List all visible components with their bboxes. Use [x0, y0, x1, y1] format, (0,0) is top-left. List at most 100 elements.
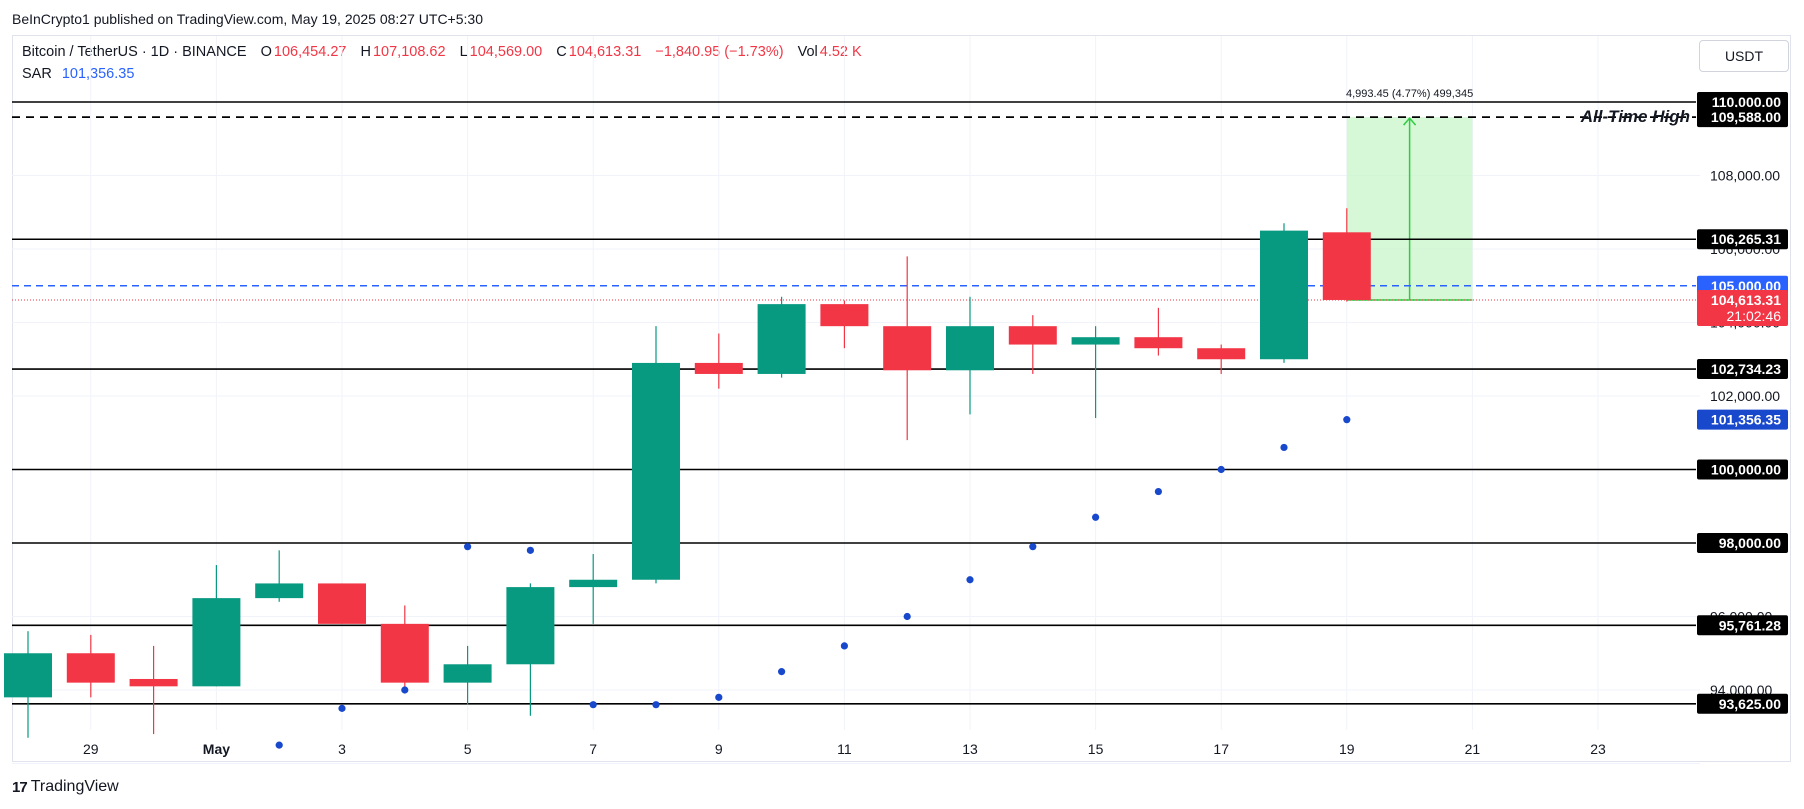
candle-body [1260, 230, 1308, 360]
x-axis-tick-label: 17 [1213, 741, 1229, 757]
level-price-tag-bg [1697, 359, 1788, 380]
x-axis-tick-label: 13 [962, 741, 978, 757]
last-price-tag: 104,613.31 [1711, 292, 1781, 308]
high-value: 107,108.62 [372, 44, 446, 60]
sar-dot [840, 642, 849, 650]
open-label: O [260, 44, 272, 60]
sar-dot [401, 686, 409, 694]
sar-dot [464, 543, 472, 551]
candle-body [1008, 326, 1057, 345]
tradingview-watermark: 17 TradingView [12, 778, 119, 796]
symbol-header: Bitcoin / TetherUS · 1D · BINANCE O 106,4… [22, 44, 872, 60]
candle-body [694, 362, 743, 374]
volume-value: 4.52 K [819, 44, 862, 60]
sar-dot [1092, 513, 1100, 521]
sar-dot [338, 704, 346, 712]
level-price-tag-bg [1697, 459, 1788, 480]
candle-body [820, 304, 869, 327]
sar-dot [903, 612, 911, 621]
x-axis-tick-label: 7 [589, 741, 597, 757]
candle-body [1322, 232, 1371, 300]
candle-body [66, 653, 115, 683]
candle-body [757, 304, 806, 374]
x-axis-tick-label: May [203, 741, 230, 757]
level-note-label: All-Time High [1580, 107, 1690, 126]
sar-dot [1154, 487, 1162, 496]
high-label: H [360, 44, 371, 60]
x-axis-tick-label: 15 [1088, 741, 1104, 757]
x-axis-tick-label: 9 [715, 741, 723, 757]
sar-price-tag: 101,356.35 [1711, 412, 1781, 428]
level-price-tag-bg [1697, 693, 1788, 714]
y-axis-tick-label: 102,000.00 [1710, 388, 1780, 404]
x-axis-tick-label: 23 [1590, 741, 1606, 757]
sar-indicator[interactable]: SAR 101,356.35 [22, 66, 134, 82]
open-value: 106,454.27 [273, 44, 347, 60]
blue-level-price-tag: 105,000.00 [1711, 278, 1781, 294]
candle-body [1071, 337, 1120, 345]
candle-body [318, 583, 366, 624]
chart-frame [12, 35, 1791, 762]
x-axis-tick-label: 21 [1465, 741, 1481, 757]
publisher-info: BeInCrypto1 published on TradingView.com… [12, 11, 483, 27]
level-price-tag: 102,734.23 [1711, 361, 1781, 377]
sar-dot [778, 668, 786, 676]
sar-dot [1029, 543, 1037, 551]
close-label: C [556, 44, 567, 60]
level-price-tag: 98,000.00 [1719, 535, 1781, 551]
level-price-tag: 109,588.00 [1711, 109, 1781, 125]
candle-body [632, 362, 680, 580]
level-price-tag-bg [1697, 92, 1788, 112]
x-axis-tick-label: 29 [83, 741, 99, 757]
x-axis-tick-label: 19 [1339, 741, 1355, 757]
close-value: 104,613.31 [568, 44, 642, 60]
sar-dot [589, 701, 597, 709]
sar-value: 101,356.35 [61, 66, 135, 82]
level-price-tag: 106,265.31 [1711, 231, 1781, 247]
level-price-tag-bg [1697, 533, 1788, 553]
candle-body [4, 653, 52, 698]
level-price-tag: 93,625.00 [1719, 696, 1781, 712]
y-axis-tick-label: 108,000.00 [1710, 168, 1780, 184]
change-value: −1,840.95 (−1.73%) [655, 44, 784, 60]
sar-dot [275, 741, 283, 749]
level-price-tag-bg [1697, 615, 1788, 636]
currency-button[interactable]: USDT [1699, 40, 1789, 72]
level-price-tag: 100,000.00 [1711, 462, 1781, 478]
low-label: L [459, 44, 468, 60]
x-axis-tick-label: 3 [338, 741, 346, 757]
sar-price-tag-bg [1697, 409, 1788, 430]
x-axis-tick-label: 11 [837, 741, 852, 757]
symbol-title[interactable]: Bitcoin / TetherUS · 1D · BINANCE [22, 44, 247, 60]
candle-body [380, 623, 429, 683]
candle-body [946, 326, 994, 371]
candle-body [883, 326, 932, 371]
sar-dot [526, 546, 535, 554]
watermark-text: TradingView [30, 778, 119, 795]
level-price-tag-bg [1697, 107, 1788, 128]
sar-dot [715, 693, 723, 701]
candle-body [443, 664, 492, 683]
low-value: 104,569.00 [469, 44, 543, 60]
sar-dot [966, 576, 974, 584]
sar-dot [652, 701, 660, 709]
volume-label: Vol [797, 44, 818, 60]
target-box-label: 4,993.45 (4.77%) 499,345 [1346, 88, 1473, 100]
candle-body [1134, 337, 1183, 349]
candle-body [569, 579, 618, 588]
level-price-tag: 95,761.28 [1719, 617, 1781, 633]
sar-label: SAR [22, 66, 52, 82]
sar-dot [1217, 465, 1225, 474]
level-price-tag-bg [1697, 229, 1788, 250]
candle-body [1197, 348, 1246, 360]
tradingview-logo-icon: 17 [12, 778, 28, 796]
x-axis-tick-label: 5 [464, 741, 472, 757]
sar-dot [1280, 443, 1288, 452]
candle-body [192, 598, 241, 687]
sar-dot [1343, 416, 1351, 424]
last-price-tag-bg [1697, 289, 1788, 326]
candle-body [255, 583, 304, 599]
candle-body [506, 587, 555, 665]
last-price-tag-timer: 21:02:46 [1727, 308, 1782, 324]
